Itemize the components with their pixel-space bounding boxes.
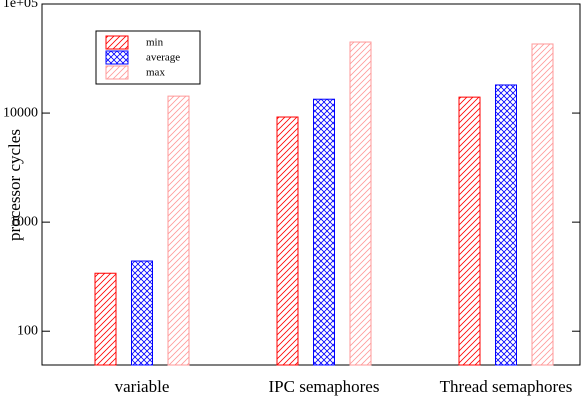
legend-label: average [146, 52, 180, 64]
y-tick-label: 1000 [10, 214, 38, 229]
y-axis-label: processor cycles [5, 129, 24, 241]
bar [349, 41, 372, 366]
y-tick-label: 100 [17, 323, 38, 338]
bar [131, 260, 153, 366]
bar [313, 98, 335, 366]
y-tick-label: 10000 [3, 105, 38, 120]
bar [276, 116, 299, 366]
legend-swatch [105, 65, 129, 80]
legend-swatch [105, 50, 129, 65]
legend-swatch [105, 35, 129, 50]
legend-label: min [146, 37, 164, 49]
bar [167, 95, 190, 366]
x-tick-label: variable [115, 377, 170, 396]
bar [495, 84, 517, 366]
legend-label: max [146, 67, 165, 79]
bar [458, 96, 481, 366]
y-tick-label: 1e+05 [3, 0, 38, 11]
plot-frame [41, 3, 581, 366]
bar [94, 272, 117, 366]
x-tick-label: IPC semaphores [269, 377, 380, 396]
bar [531, 43, 554, 366]
x-tick-label: Thread semaphores [440, 377, 573, 396]
